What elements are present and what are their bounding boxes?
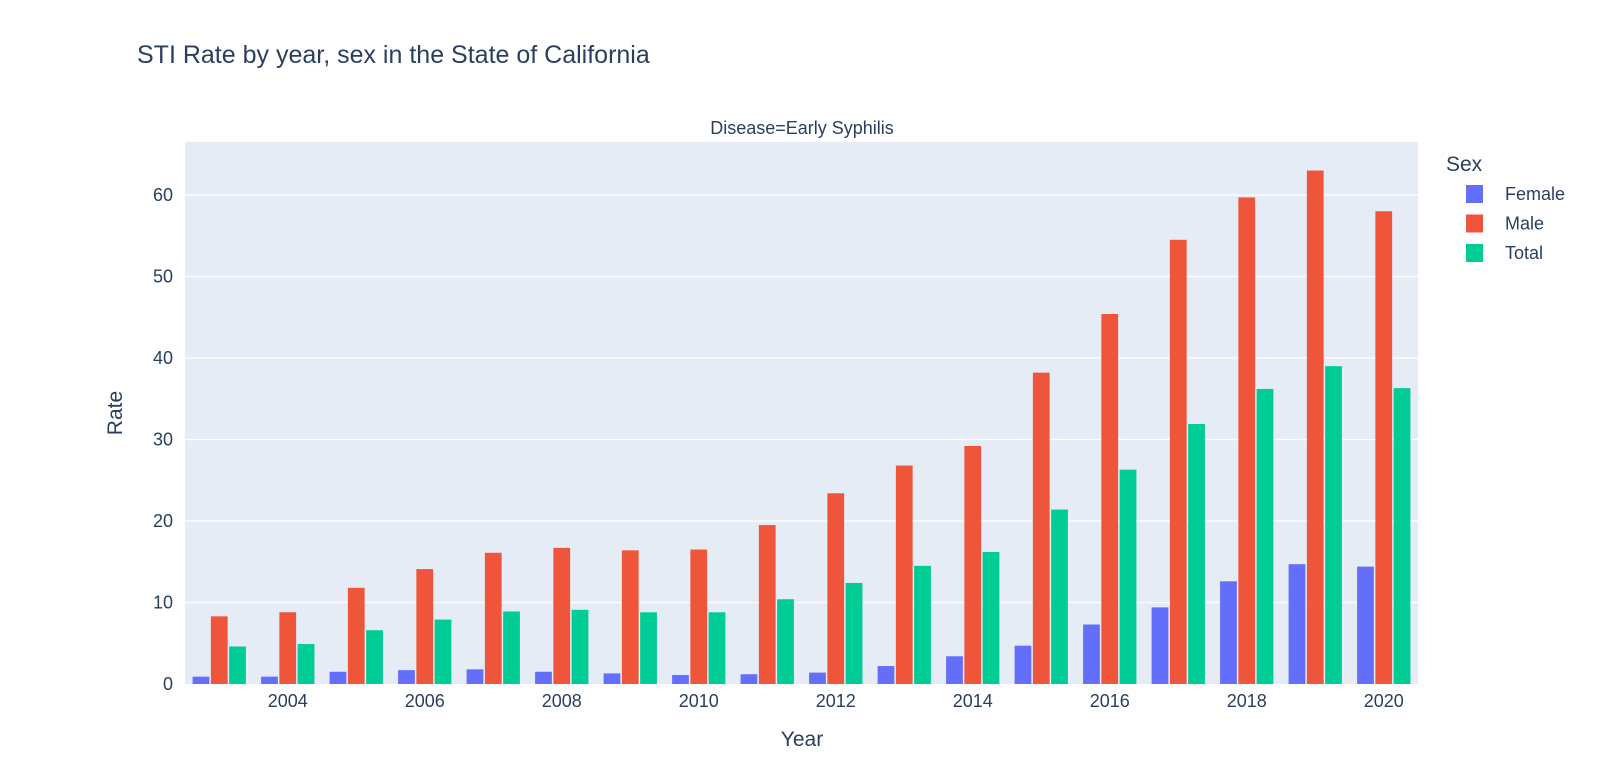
bar-total-2016[interactable] [1119,469,1137,684]
y-axis-ticks: 0 10 20 30 40 50 60 [153,185,173,694]
bar-female-2010[interactable] [672,675,689,684]
legend-swatch-total[interactable] [1466,244,1483,262]
bar-total-2014[interactable] [982,551,1000,684]
bar-female-2011[interactable] [740,674,758,684]
y-tick-label: 60 [153,185,173,205]
bar-female-2016[interactable] [1083,624,1100,684]
legend-label-total[interactable]: Total [1505,243,1543,263]
bar-female-2017[interactable] [1151,607,1169,684]
bar-total-2010[interactable] [708,612,726,684]
legend[interactable]: Sex Female Male Total [1446,153,1565,263]
x-axis-ticks: 2004 2006 2008 2010 2012 2014 2016 2018 2020 [268,691,1404,711]
legend-swatch-female[interactable] [1466,185,1483,203]
x-tick-label: 2008 [542,691,582,711]
bar-total-2019[interactable] [1325,366,1342,684]
bar-male-2010[interactable] [690,549,708,684]
bar-male-2007[interactable] [484,552,502,684]
bar-total-2015[interactable] [1051,509,1068,684]
y-tick-label: 30 [153,429,173,449]
bar-male-2017[interactable] [1169,239,1187,684]
bar-total-2012[interactable] [845,582,863,684]
bars-group [192,170,1411,685]
grid-lines [185,194,1418,604]
y-tick-label: 40 [153,348,173,368]
bar-total-2013[interactable] [914,565,931,684]
bar-male-2004[interactable] [279,612,297,684]
bar-total-2009[interactable] [640,612,657,684]
bar-total-2006[interactable] [434,619,452,684]
plot-area [185,142,1418,684]
bar-female-2004[interactable] [261,676,278,684]
bar-female-2009[interactable] [603,673,621,684]
bar-female-2018[interactable] [1220,581,1237,684]
bar-female-2015[interactable] [1014,645,1032,684]
legend-label-male[interactable]: Male [1505,214,1544,234]
x-axis-label: Year [781,728,823,751]
bar-male-2011[interactable] [758,525,776,684]
bar-male-2016[interactable] [1101,313,1119,684]
legend-label-female[interactable]: Female [1505,184,1565,204]
bar-male-2006[interactable] [416,569,434,684]
bar-total-2004[interactable] [297,644,315,684]
bar-male-2015[interactable] [1032,372,1050,684]
bar-male-2018[interactable] [1238,197,1256,685]
y-axis-label: Rate [104,391,127,435]
bar-male-2020[interactable] [1375,211,1393,684]
x-tick-label: 2020 [1364,691,1404,711]
bar-male-2003[interactable] [210,616,228,684]
x-tick-label: 2018 [1227,691,1267,711]
chart-title: STI Rate by year, sex in the State of Ca… [137,41,650,69]
bar-total-2018[interactable] [1256,388,1274,684]
y-tick-label: 20 [153,511,173,531]
bar-female-2005[interactable] [329,671,347,684]
bar-total-2005[interactable] [366,630,383,684]
bar-female-2013[interactable] [877,666,895,684]
bar-male-2019[interactable] [1306,170,1324,685]
legend-title: Sex [1446,153,1483,176]
bar-male-2009[interactable] [621,550,639,684]
bar-total-2011[interactable] [777,599,794,684]
bar-female-2008[interactable] [535,671,552,684]
bar-female-2006[interactable] [398,670,415,684]
bar-total-2007[interactable] [503,611,520,684]
bar-male-2008[interactable] [553,547,571,684]
bar-male-2014[interactable] [964,446,982,684]
y-tick-label: 10 [153,592,173,612]
bar-total-2003[interactable] [229,646,246,684]
bar-female-2020[interactable] [1357,566,1374,684]
bar-female-2007[interactable] [466,669,484,684]
bar-male-2005[interactable] [347,587,365,684]
bar-total-2008[interactable] [571,609,589,684]
bar-total-2020[interactable] [1393,388,1411,684]
bar-female-2014[interactable] [946,656,963,684]
chart-subtitle: Disease=Early Syphilis [710,118,894,138]
bar-male-2013[interactable] [895,465,913,684]
y-tick-label: 50 [153,266,173,286]
x-tick-label: 2014 [953,691,993,711]
x-tick-label: 2012 [816,691,856,711]
bar-male-2012[interactable] [827,493,845,684]
bar-female-2019[interactable] [1288,564,1306,684]
x-tick-label: 2016 [1090,691,1130,711]
legend-swatch-male[interactable] [1466,214,1483,233]
x-tick-label: 2006 [405,691,445,711]
bar-female-2003[interactable] [192,676,210,684]
bar-female-2012[interactable] [809,672,826,684]
x-tick-label: 2010 [679,691,719,711]
y-tick-label: 0 [163,674,173,694]
bar-total-2017[interactable] [1188,424,1205,684]
x-tick-label: 2004 [268,691,308,711]
